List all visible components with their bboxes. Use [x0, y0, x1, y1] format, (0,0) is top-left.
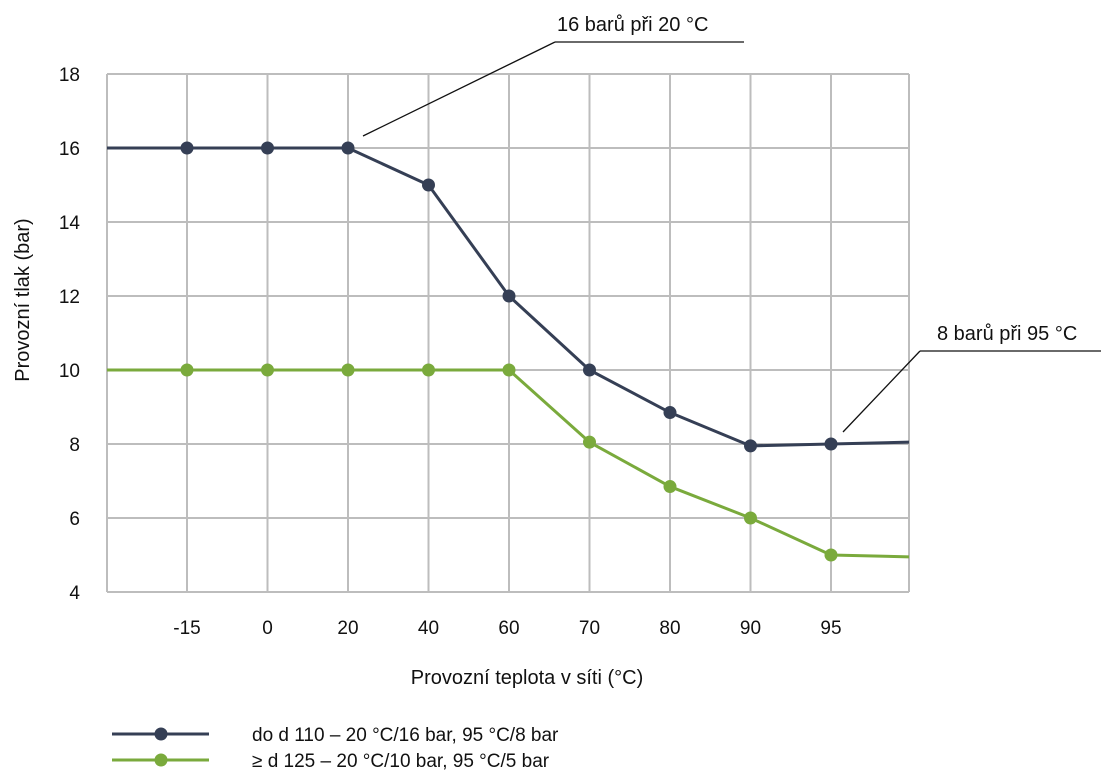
data-point: [180, 363, 194, 377]
x-tick-label: 90: [740, 618, 761, 639]
y-tick-label: 4: [69, 583, 80, 604]
y-tick-label: 10: [59, 361, 80, 382]
x-tick-label: 95: [820, 618, 841, 639]
data-point: [422, 178, 435, 192]
annotation-label: 8 barů při 95 °C: [937, 323, 1077, 345]
data-point: [341, 141, 355, 155]
y-tick-label: 8: [69, 435, 80, 456]
annotation-leader: [362, 41, 556, 137]
x-tick-labels: -15 0 20 40 60 70 80 90 95: [173, 618, 841, 639]
x-tick-label: 40: [418, 618, 439, 639]
y-tick-label: 12: [59, 287, 80, 308]
x-tick-label: -15: [173, 618, 200, 639]
data-point: [583, 363, 596, 377]
data-point: [341, 363, 355, 377]
data-point: [180, 141, 194, 155]
legend-marker: [154, 753, 168, 767]
data-point: [744, 511, 757, 525]
data-point: [261, 141, 274, 155]
x-axis-label: Provozní teplota v síti (°C): [411, 667, 644, 689]
y-tick-labels: 4 6 8 10 12 14 16 18: [59, 65, 81, 604]
x-tick-label: 70: [579, 618, 600, 639]
data-point: [261, 363, 274, 377]
y-tick-label: 14: [59, 213, 81, 234]
x-tick-label: 60: [498, 618, 519, 639]
data-point: [583, 435, 596, 449]
y-tick-label: 18: [59, 65, 80, 86]
data-point: [824, 548, 838, 562]
grid: [106, 73, 910, 593]
legend-marker: [154, 727, 168, 741]
legend-label: ≥ d 125 – 20 °C/10 bar, 95 °C/5 bar: [252, 751, 550, 771]
x-tick-label: 80: [659, 618, 680, 639]
data-point: [502, 363, 516, 377]
y-tick-label: 16: [59, 139, 80, 160]
annotation-leader: [842, 350, 921, 433]
y-tick-label: 6: [69, 509, 80, 530]
y-axis-label: Provozní tlak (bar): [12, 218, 34, 381]
annotations: 16 barů při 20 °C 8 barů při 95 °C: [362, 14, 1101, 433]
data-point: [422, 363, 435, 377]
legend-label: do d 110 – 20 °C/16 bar, 95 °C/8 bar: [252, 725, 559, 746]
series-group: [107, 141, 910, 562]
annotation-label: 16 barů při 20 °C: [557, 14, 708, 36]
data-point: [663, 406, 677, 420]
data-point: [824, 437, 838, 451]
x-tick-label: 20: [337, 618, 358, 639]
data-point: [663, 480, 677, 494]
data-point: [502, 289, 516, 303]
x-tick-label: 0: [262, 618, 273, 639]
data-point: [744, 439, 757, 453]
legend: do d 110 – 20 °C/16 bar, 95 °C/8 bar ≥ d …: [112, 725, 559, 771]
